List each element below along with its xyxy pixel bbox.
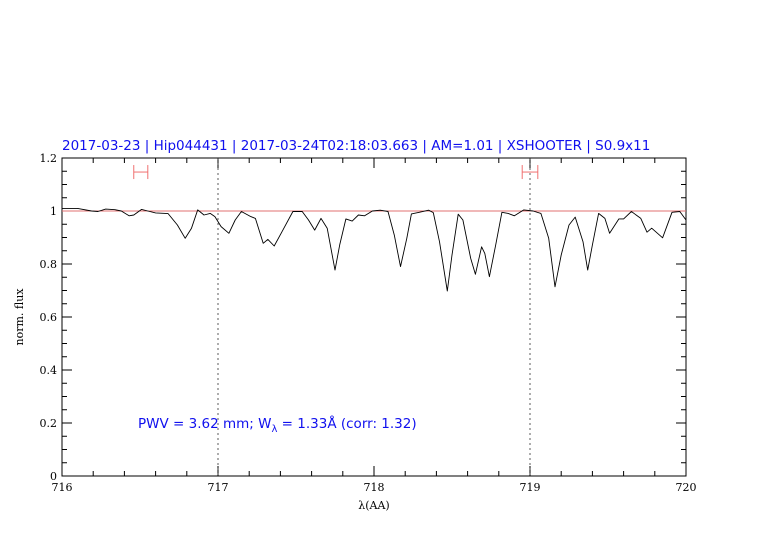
y-tick-label: 1 bbox=[50, 205, 57, 218]
annotation-prefix: PWV = 3.62 mm; W bbox=[138, 416, 271, 432]
annotation-suffix: = 1.33Å (corr: 1.32) bbox=[277, 415, 416, 432]
x-tick-label: 719 bbox=[520, 481, 541, 494]
pwv-annotation: PWV = 3.62 mm; Wλ = 1.33Å (corr: 1.32) bbox=[138, 415, 417, 435]
y-axis-label: norm. flux bbox=[13, 288, 26, 346]
y-tick-label: 0.2 bbox=[40, 417, 58, 430]
y-tick-label: 1.2 bbox=[40, 152, 58, 165]
x-tick-label: 720 bbox=[676, 481, 697, 494]
x-tick-label: 717 bbox=[208, 481, 229, 494]
x-tick-label: 716 bbox=[52, 481, 73, 494]
integration-range-marker bbox=[133, 165, 149, 180]
y-tick-label: 0.8 bbox=[40, 258, 58, 271]
y-tick-label: 0 bbox=[50, 470, 57, 483]
integration-range-marker bbox=[521, 165, 539, 180]
y-tick-label: 0.6 bbox=[40, 311, 58, 324]
x-axis-label: λ(AA) bbox=[358, 499, 389, 512]
chart-title: 2017-03-23 | Hip044431 | 2017-03-24T02:1… bbox=[62, 138, 650, 154]
plot-frame: 716 717 718 719 720 0 0.2 0.4 0.6 0.8 1 1.2 bbox=[40, 152, 697, 494]
spectrum-line bbox=[62, 207, 687, 292]
x-tick-label: 718 bbox=[364, 481, 385, 494]
annotation-subscript: λ bbox=[271, 424, 277, 435]
y-tick-label: 0.4 bbox=[40, 364, 58, 377]
